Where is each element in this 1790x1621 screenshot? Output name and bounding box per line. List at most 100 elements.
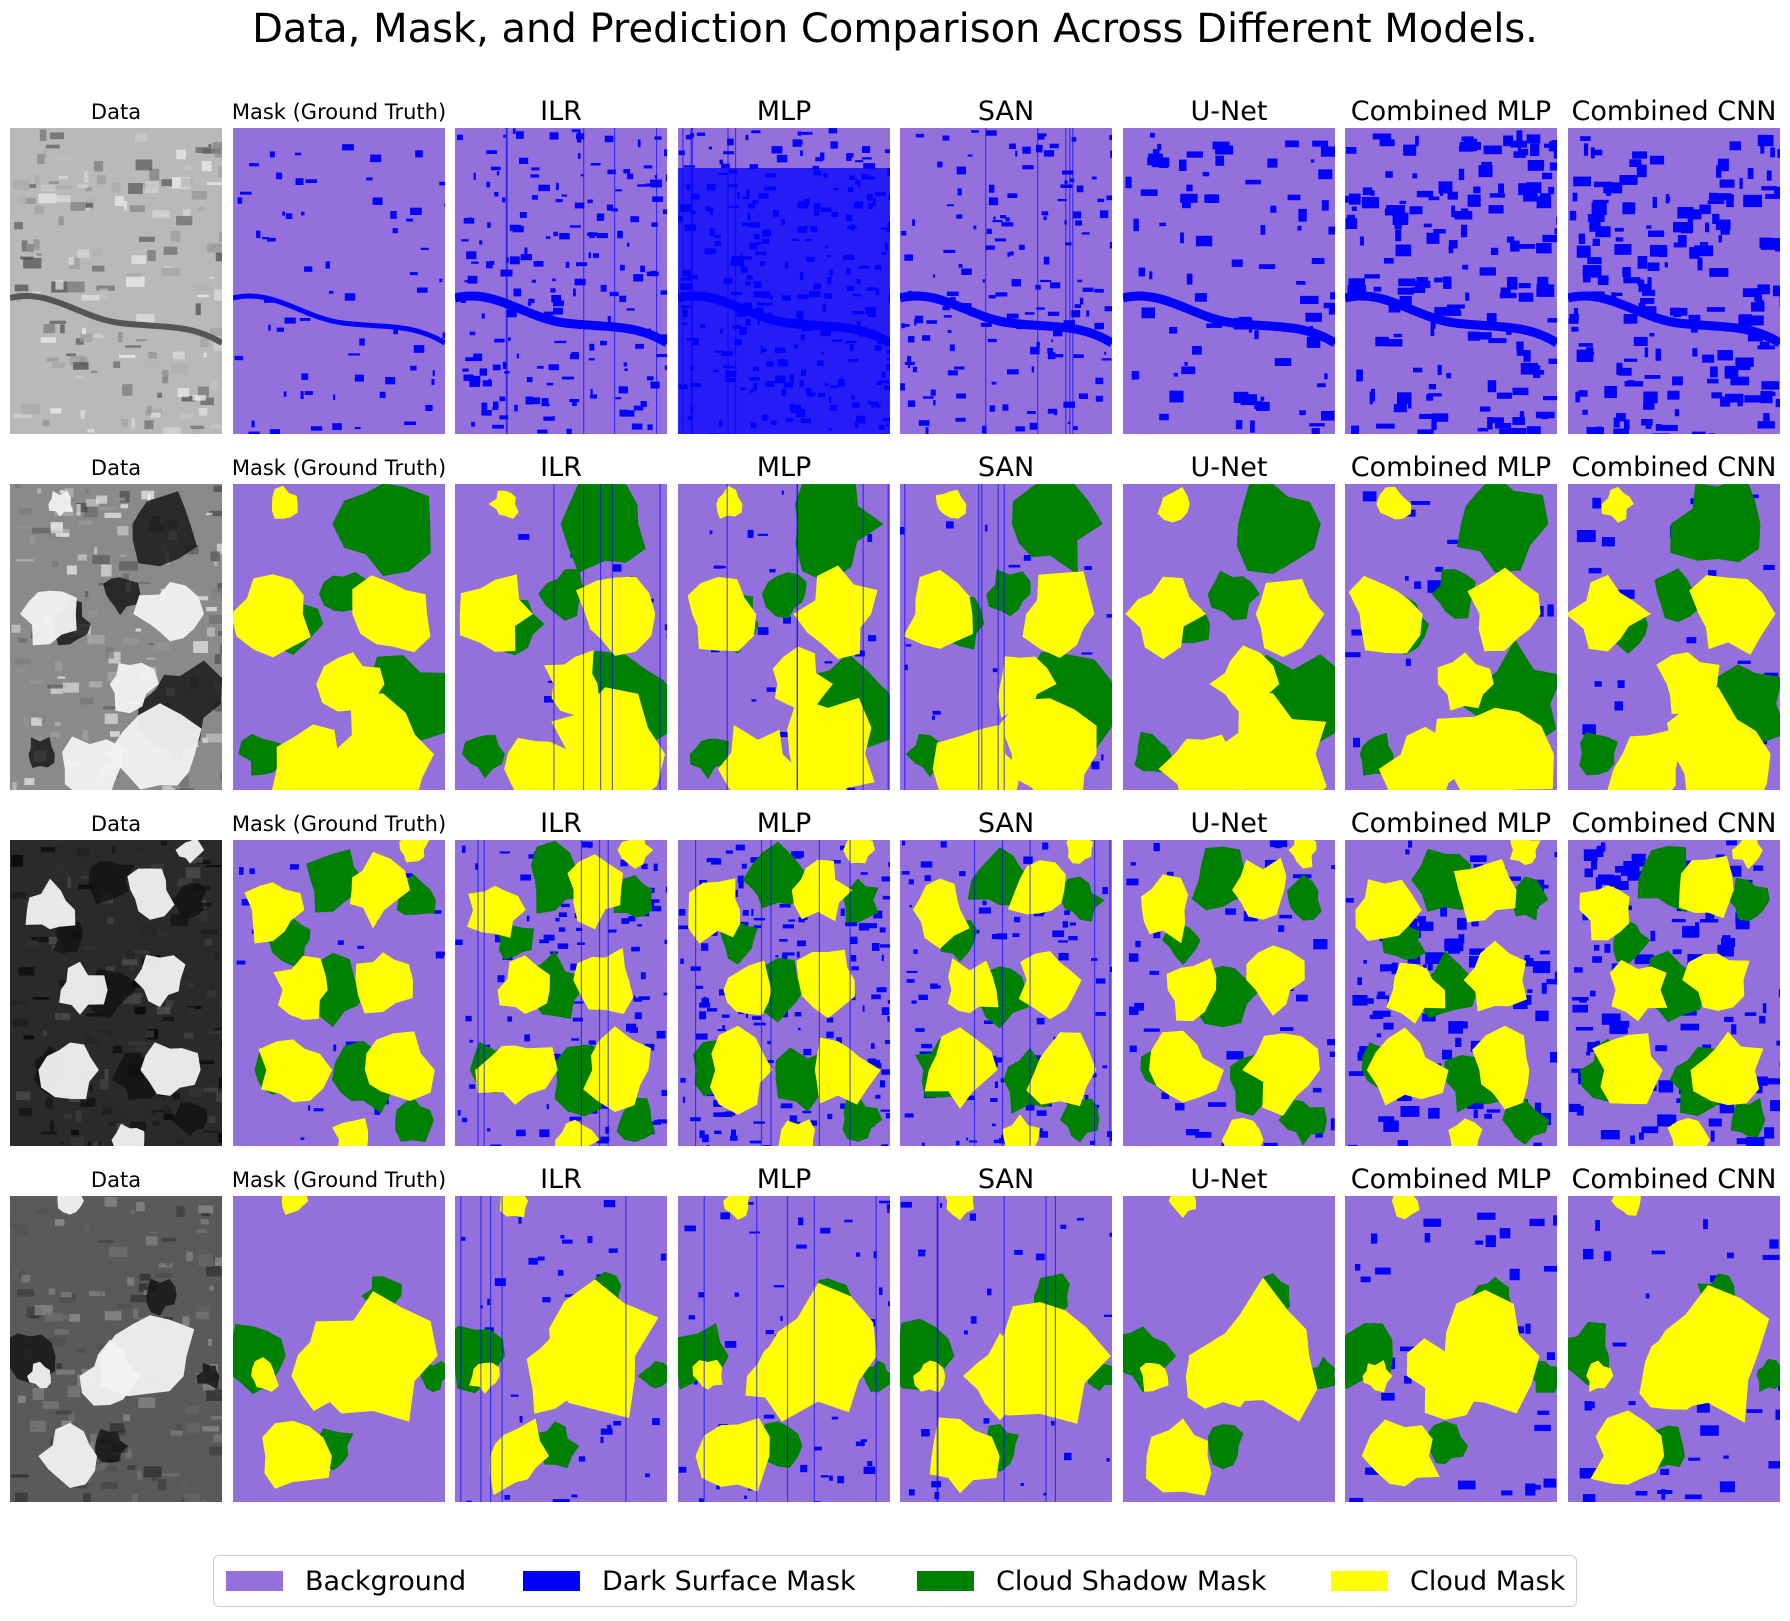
dark-surface-patch (1270, 205, 1277, 213)
dark-surface-patch (1590, 990, 1596, 997)
dark-surface-patch (1399, 296, 1412, 306)
data-texture (24, 778, 35, 786)
dark-surface-patch (1729, 141, 1741, 151)
dark-surface-patch (1447, 304, 1465, 309)
data-texture (186, 1007, 195, 1010)
data-texture (184, 584, 195, 592)
data-texture (209, 1446, 222, 1456)
cloud-mask (1453, 859, 1517, 923)
data-texture (51, 561, 59, 567)
dark-surface-patch (992, 1123, 996, 1127)
dark-surface-patch (1657, 1114, 1677, 1124)
panel-row1-prediction (1568, 128, 1780, 434)
figure-title: Data, Mask, and Prediction Comparison Ac… (252, 6, 1538, 52)
dark-surface-patch (1757, 134, 1774, 147)
dark-surface-patch (344, 293, 355, 301)
panel-image (1345, 128, 1557, 434)
dark-surface-patch (1459, 145, 1474, 152)
data-texture (43, 324, 56, 334)
dark-surface-patch (1458, 168, 1465, 181)
dark-surface-patch (571, 129, 579, 133)
dark-surface-patch (1318, 169, 1333, 180)
dark-surface-patch (983, 1418, 990, 1424)
cloud-patch (59, 961, 108, 1015)
dark-surface-patch (905, 644, 912, 647)
dark-surface-patch (1321, 411, 1335, 421)
dark-surface-patch (1582, 913, 1589, 921)
dark-surface-patch (510, 1394, 519, 1397)
panel-row4-data (10, 1196, 222, 1502)
stripe-artifact (985, 128, 987, 434)
data-texture (182, 208, 191, 217)
dark-surface-patch (984, 1020, 993, 1024)
data-texture (122, 638, 139, 645)
dark-surface-patch (661, 1089, 667, 1096)
dark-surface-patch (589, 343, 595, 351)
dark-surface-patch (1422, 1013, 1436, 1022)
data-texture (89, 634, 105, 644)
dark-surface-patch (1487, 417, 1493, 430)
dark-surface-patch (551, 295, 562, 303)
data-texture (108, 1246, 128, 1257)
dark-surface-patch (1095, 377, 1104, 385)
data-texture (67, 876, 72, 889)
data-texture (117, 526, 129, 536)
dark-surface-patch (1491, 247, 1499, 255)
dark-surface-patch (1548, 358, 1557, 364)
dark-surface-patch (714, 1130, 722, 1135)
dark-surface-patch (626, 1023, 637, 1032)
dark-surface-patch (1009, 251, 1014, 256)
dark-surface-patch (688, 1315, 695, 1320)
cloud-mask (1386, 962, 1446, 1024)
data-texture (66, 353, 76, 357)
dark-surface-patch (1043, 133, 1047, 137)
dark-surface-patch (276, 327, 284, 332)
data-texture (12, 781, 17, 790)
dark-surface-patch (1412, 173, 1418, 179)
cloud-mask (1579, 885, 1630, 941)
dark-surface-patch (921, 1043, 933, 1049)
dark-surface-patch (1578, 233, 1586, 244)
dark-surface-patch (1053, 329, 1063, 337)
dark-surface-patch (527, 301, 532, 306)
dark-surface-patch (603, 1200, 616, 1208)
dark-surface-patch (858, 923, 870, 931)
dark-surface-patch (1614, 227, 1624, 232)
dark-surface-patch (1479, 267, 1496, 276)
dark-surface-patch (966, 1137, 969, 1141)
dark-surface-patch (1052, 930, 1065, 938)
dark-surface-patch (1380, 964, 1392, 972)
dark-surface-patch (1043, 256, 1050, 265)
dark-surface-patch (1671, 918, 1686, 923)
dark-surface-patch (596, 213, 605, 221)
shadow-mask (1236, 484, 1321, 574)
stripe-artifact (477, 840, 479, 1146)
dark-surface-patch (904, 664, 908, 671)
dark-surface-patch (1375, 336, 1389, 347)
data-texture (197, 386, 209, 397)
data-texture (184, 164, 191, 171)
dark-surface-patch (851, 966, 859, 971)
data-texture (128, 183, 143, 194)
dark-surface-patch (797, 940, 806, 947)
dark-surface-patch (1039, 1128, 1043, 1133)
cloud-mask (963, 1332, 1028, 1421)
stripe-artifact (1109, 840, 1111, 1146)
data-texture (15, 526, 34, 529)
dark-surface-patch (862, 1005, 865, 1012)
dark-surface-patch (881, 954, 884, 961)
dark-surface-patch (987, 338, 997, 343)
data-texture (51, 862, 65, 874)
data-texture (52, 195, 71, 203)
dark-surface-patch (1384, 258, 1394, 264)
dark-surface-patch (1600, 842, 1606, 852)
dark-surface-patch (836, 1037, 842, 1045)
dark-surface-patch (1102, 1065, 1108, 1069)
dark-surface-patch (1060, 1224, 1067, 1229)
cloud-mask (1568, 574, 1651, 652)
dark-surface-patch (1465, 292, 1470, 301)
data-texture (218, 1132, 222, 1143)
stripe-artifact (1065, 128, 1067, 434)
dark-surface-patch (918, 994, 928, 1000)
column-label-combined-cnn: Combined CNN (1571, 808, 1777, 839)
